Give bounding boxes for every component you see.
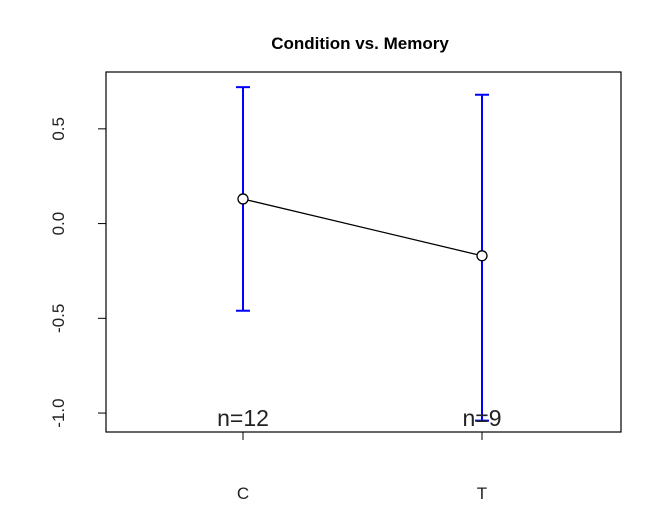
sample-size-label: n=12 <box>217 405 269 431</box>
series-line <box>242 198 483 257</box>
data-point <box>476 250 488 262</box>
y-tick-label: -1.0 <box>49 398 68 427</box>
chart-title: Condition vs. Memory <box>271 34 449 53</box>
y-tick-label: 0.0 <box>49 212 68 236</box>
plot-frame <box>105 71 622 433</box>
x-tick-label: C <box>237 484 249 503</box>
x-tick-label: T <box>477 484 487 503</box>
data-point <box>237 193 249 205</box>
y-tick-label: 0.5 <box>49 117 68 141</box>
y-tick-label: -0.5 <box>49 304 68 333</box>
sample-size-label: n=9 <box>462 405 501 431</box>
